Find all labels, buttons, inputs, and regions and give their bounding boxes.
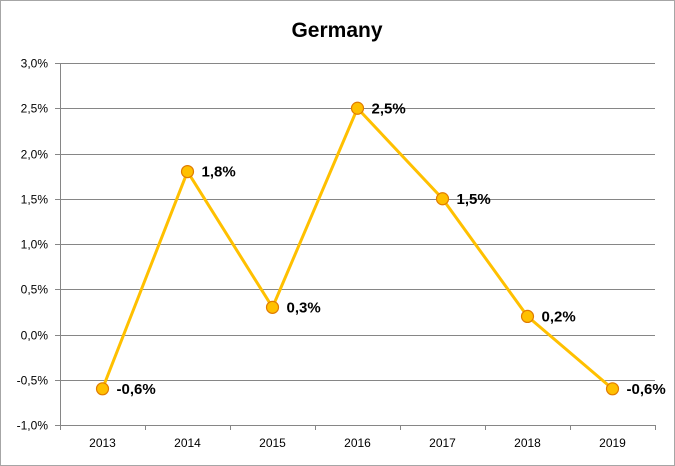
x-tick-label: 2016 [344, 436, 371, 450]
x-tick-label: 2013 [89, 436, 116, 450]
data-point [265, 300, 280, 314]
data-label: 1,5% [457, 191, 491, 208]
y-axis-tick-labels: 3,0% 2,5% 2,0% 1,5% 1,0% 0,5% 0,0% -0,5% -1,0% [17, 57, 49, 433]
x-tick-label: 2014 [174, 436, 201, 450]
series-line [101, 106, 614, 390]
y-tick-label: 2,5% [21, 102, 49, 116]
gridlines [60, 63, 655, 426]
data-markers [95, 101, 620, 396]
axes [55, 63, 656, 430]
y-tick-label: 0,0% [21, 329, 49, 343]
data-labels: -0,6% 1,8% 0,3% 2,5% 1,5% 0,2% -0,6% [117, 100, 666, 398]
data-point [180, 165, 195, 179]
x-tick-label: 2017 [429, 436, 456, 450]
data-point [95, 382, 110, 396]
y-tick-label: -0,5% [17, 374, 49, 388]
x-tick-label: 2018 [514, 436, 541, 450]
data-label: 1,8% [202, 164, 236, 181]
data-point [435, 192, 450, 206]
y-tick-label: 1,5% [21, 193, 49, 207]
x-axis-tick-labels: 2013 2014 2015 2016 2017 2018 2019 [89, 436, 626, 450]
x-tick-label: 2019 [599, 436, 626, 450]
data-label: 0,2% [542, 308, 576, 325]
data-label: 0,3% [287, 299, 321, 316]
chart-title: Germany [291, 19, 382, 42]
data-label: 2,5% [372, 100, 406, 117]
data-point [605, 382, 620, 396]
data-label: -0,6% [627, 381, 666, 398]
y-tick-label: 0,5% [21, 283, 49, 297]
series-line-group [101, 106, 614, 390]
data-point [520, 309, 535, 323]
x-tick-label: 2015 [259, 436, 286, 450]
data-label: -0,6% [117, 381, 156, 398]
y-tick-label: 1,0% [21, 238, 49, 252]
y-tick-label: 2,0% [21, 148, 49, 162]
y-tick-label: -1,0% [17, 419, 49, 433]
y-tick-label: 3,0% [21, 57, 49, 71]
data-point [350, 101, 365, 115]
